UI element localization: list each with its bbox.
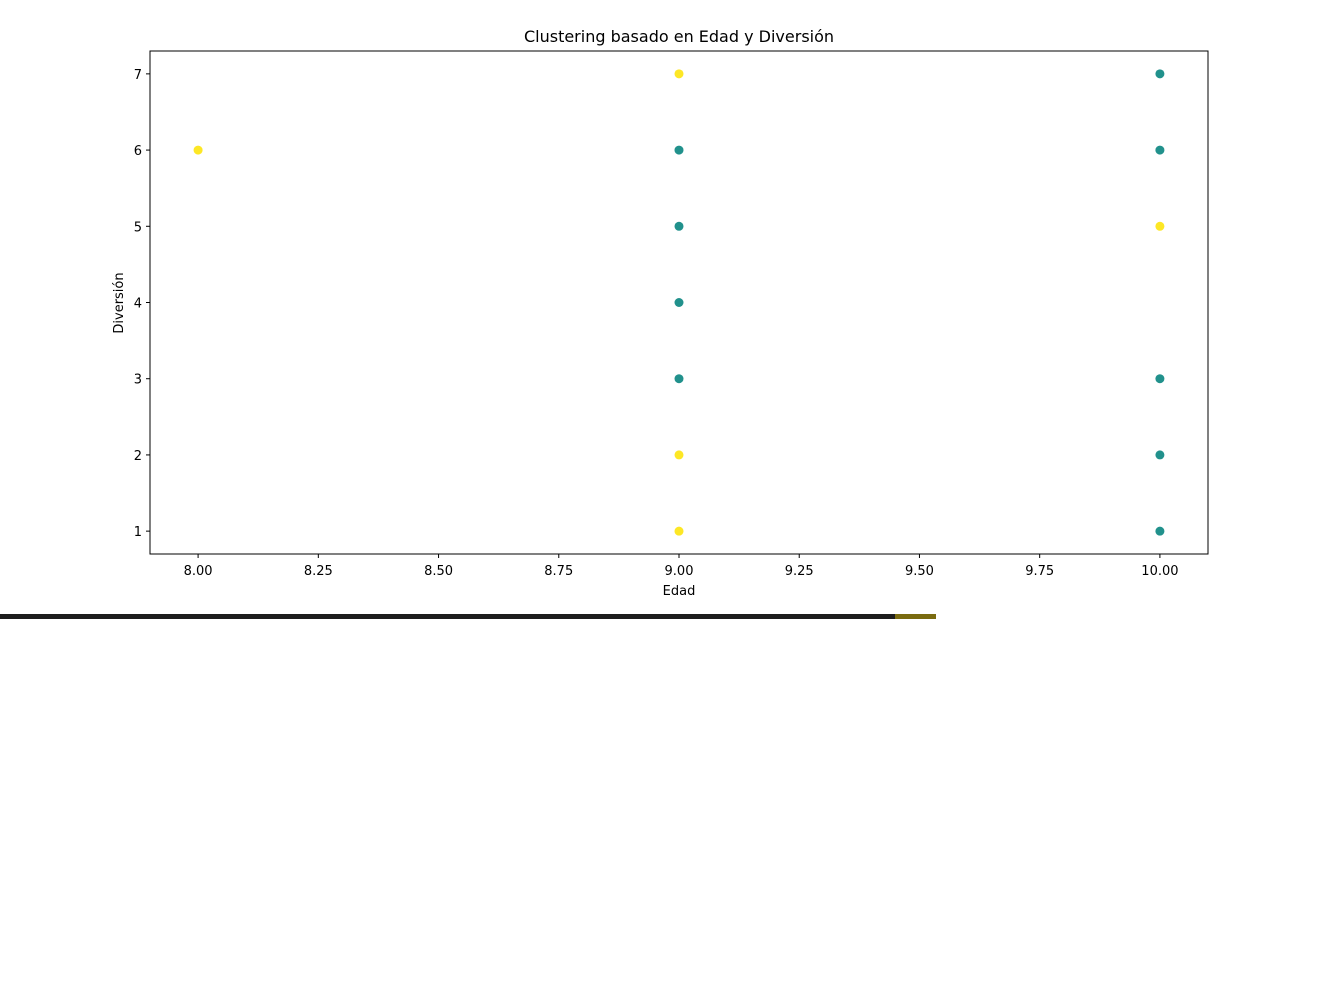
- data-point-3: [674, 221, 684, 231]
- data-point-11: [1155, 374, 1165, 384]
- y-axis: 1 2 3 4 5 6 7: [134, 68, 150, 540]
- y-axis-label: Diversión: [112, 272, 127, 333]
- x-tick-label-8: 10.00: [1141, 564, 1178, 579]
- y-tick-label-6: 7: [134, 68, 142, 83]
- chart-title: Clustering basado en Edad y Diversión: [524, 27, 834, 46]
- x-tick-label-2: 8.50: [424, 564, 453, 579]
- y-tick-label-2: 3: [134, 373, 142, 388]
- scatter-chart: Clustering basado en Edad y Diversión 8.…: [112, 27, 1209, 599]
- y-tick-label-1: 2: [134, 449, 142, 464]
- x-tick-label-0: 8.00: [184, 564, 213, 579]
- x-tick-label-4: 9.00: [665, 564, 694, 579]
- data-point-8: [1155, 69, 1165, 79]
- x-tick-label-7: 9.75: [1025, 564, 1054, 579]
- x-axis: 8.00 8.25 8.50 8.75 9.00 9.25 9.50 9.75 10.00: [184, 554, 1179, 579]
- y-tick-label-4: 5: [134, 220, 142, 235]
- data-point-12: [1155, 450, 1165, 460]
- progress-bar-fill: [0, 614, 895, 619]
- y-tick-label-0: 1: [134, 525, 142, 540]
- x-tick-label-3: 8.75: [544, 564, 573, 579]
- data-point-2: [674, 145, 684, 155]
- data-point-6: [674, 450, 684, 460]
- x-tick-label-6: 9.50: [905, 564, 934, 579]
- data-point-13: [1155, 526, 1165, 536]
- data-point-4: [674, 298, 684, 307]
- x-tick-label-1: 8.25: [304, 564, 333, 579]
- y-tick-label-3: 4: [134, 297, 142, 312]
- progress-bar-remainder: [894, 614, 936, 619]
- data-points: [193, 69, 1165, 536]
- data-point-10: [1155, 221, 1165, 231]
- data-point-0: [193, 145, 203, 155]
- data-point-9: [1155, 145, 1165, 155]
- progress-bar: [0, 614, 936, 619]
- y-tick-label-5: 6: [134, 144, 142, 159]
- data-point-7: [674, 526, 684, 536]
- x-axis-label: Edad: [663, 584, 696, 599]
- x-tick-label-5: 9.25: [785, 564, 814, 579]
- data-point-5: [674, 374, 684, 384]
- data-point-1: [674, 69, 684, 79]
